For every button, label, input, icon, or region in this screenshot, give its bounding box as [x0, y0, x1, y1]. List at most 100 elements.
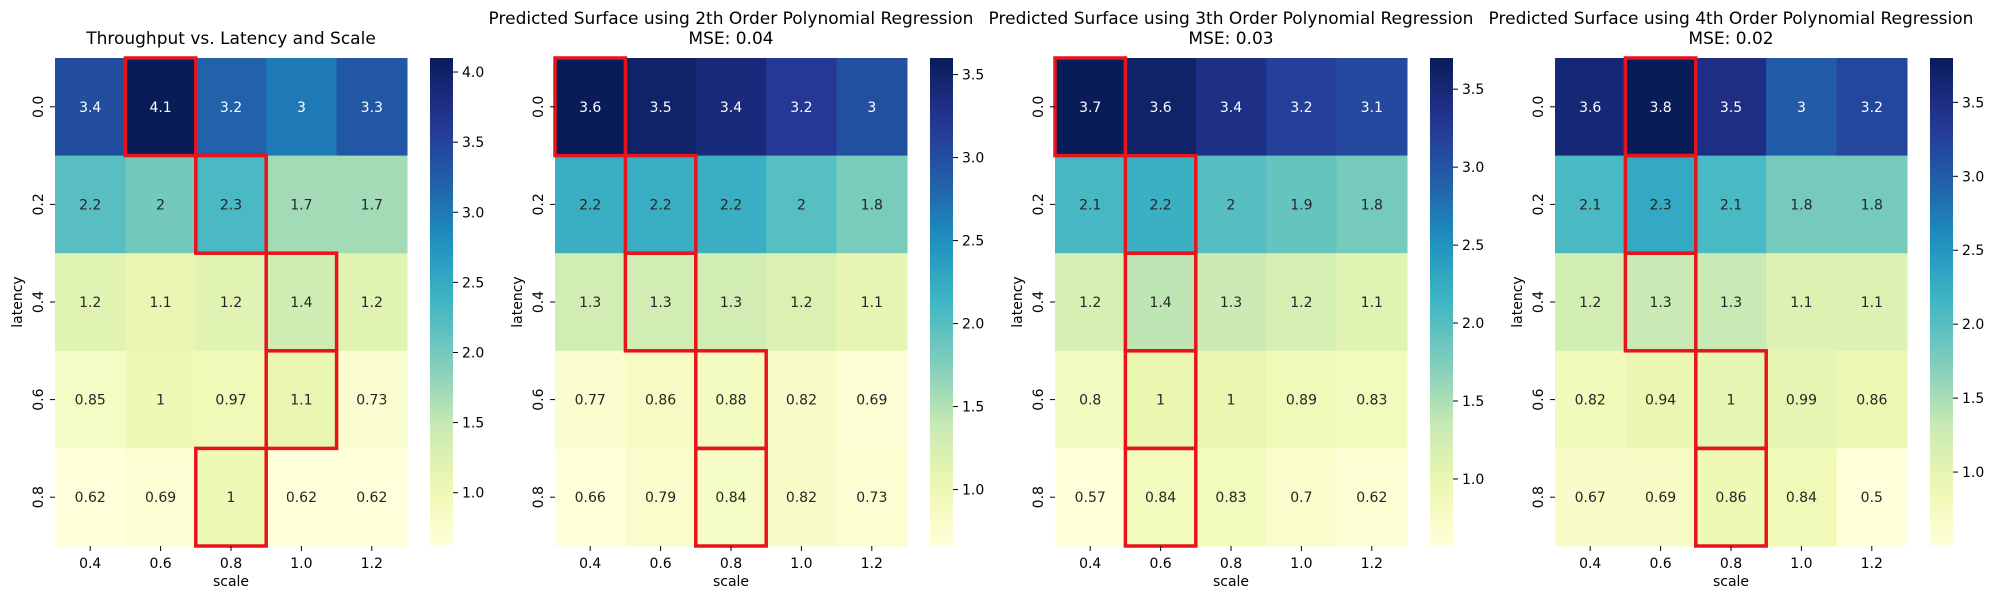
heatmap-cell [1195, 448, 1267, 547]
cell-value-label: 1.8 [1790, 197, 1812, 213]
cell-value-label: 0.77 [575, 393, 606, 409]
heatmap-cell [195, 448, 267, 547]
highlight-outline [264, 349, 339, 451]
cell-value-label: 0.7 [1290, 490, 1312, 506]
heatmap-cell [1266, 448, 1338, 547]
cell-value-label: 0.62 [356, 490, 387, 506]
y-tick-label: 0.4 [31, 291, 47, 313]
heatmap-cell [695, 58, 767, 157]
cell-value-label: 0.84 [1145, 490, 1176, 506]
cell-value-label: 3.2 [1861, 100, 1883, 116]
x-tick-label: 0.4 [1079, 556, 1101, 572]
y-tick-label: 0.8 [1031, 486, 1047, 508]
cell-value-label: 2 [797, 197, 806, 213]
x-tick-label: 0.8 [220, 556, 242, 572]
cell-value-label: 0.79 [645, 490, 676, 506]
cell-value-label: 3.1 [1361, 100, 1383, 116]
heatmap-cell [836, 58, 908, 157]
y-tick-label: 0.0 [1531, 96, 1547, 118]
colorbar-tick-label: 2.0 [962, 317, 984, 333]
heatmap-cell [1336, 58, 1408, 157]
cell-value-label: 3.6 [1149, 100, 1171, 116]
cell-value-label: 3.2 [220, 100, 242, 116]
cell-value-label: 0.89 [1286, 393, 1317, 409]
heatmap-panel-1: 3.4 4.1 3.2 3 3.3 2.2 2 2.3 1.7 1.7 1.2 1.1 1.2 1.4 1.… [10, 29, 484, 590]
cell-value-label: 0.82 [1575, 393, 1606, 409]
cell-value-label: 1.3 [1720, 295, 1742, 311]
cell-value-label: 1 [1227, 393, 1236, 409]
cell-value-label: 0.82 [786, 490, 817, 506]
colorbar-fill [1930, 58, 1953, 546]
heatmap-cell [55, 350, 126, 449]
cell-value-label: 0.57 [1075, 490, 1106, 506]
heatmap-cell [695, 155, 767, 254]
x-tick-label: 0.4 [79, 556, 101, 572]
heatmap-cell [195, 350, 267, 449]
cell-value-label: 3 [867, 100, 876, 116]
colorbar-tick-label: 1.0 [462, 486, 484, 502]
highlight-outline [123, 56, 198, 158]
cell-value-label: 1.1 [1361, 295, 1383, 311]
cell-value-label: 3.2 [790, 100, 812, 116]
cell-value-label: 0.83 [1356, 393, 1387, 409]
heatmap-cell [1836, 448, 1908, 547]
chart-subtitle: MSE: 0.02 [1688, 29, 1773, 49]
heatmap-cell [336, 58, 408, 157]
cell-value-label: 0.66 [575, 490, 606, 506]
cell-value-label: 1.4 [1149, 295, 1171, 311]
heatmap-cell [695, 253, 767, 352]
y-tick-label: 0.0 [531, 96, 547, 118]
cell-value-label: 0.67 [1575, 490, 1606, 506]
y-tick-label: 0.8 [531, 486, 547, 508]
heatmap-cell [1766, 350, 1838, 449]
heatmap-cell [195, 155, 267, 254]
heatmap-cell [1555, 155, 1626, 254]
colorbar-tick-label: 3.5 [1962, 95, 1984, 111]
heatmap-cell [625, 448, 697, 547]
colorbar-tick-label: 2.5 [962, 234, 984, 250]
y-tick-label: 0.0 [31, 96, 47, 118]
cell-value-label: 1.2 [220, 295, 242, 311]
heatmap-cell [836, 350, 908, 449]
cell-value-label: 1.2 [1579, 295, 1601, 311]
cell-value-label: 2.2 [720, 197, 742, 213]
chart-subtitle: MSE: 0.03 [1188, 29, 1273, 49]
heatmap-panel-2: 3.6 3.5 3.4 3.2 3 2.2 2.2 2.2 2 1.8 1.3 1.3 1.3 1.2 1.… [489, 9, 985, 590]
y-tick-label: 0.0 [1031, 96, 1047, 118]
colorbar-tick-label: 1.0 [1462, 472, 1484, 488]
cell-value-label: 1.8 [1361, 197, 1383, 213]
heatmap-cell [266, 58, 338, 157]
cell-value-label: 1.3 [579, 295, 601, 311]
heatmap-cell [1336, 350, 1408, 449]
cell-value-label: 3.4 [720, 100, 742, 116]
x-axis-label: scale [1713, 574, 1749, 590]
heatmap-cell [766, 448, 838, 547]
cell-value-label: 0.8 [1079, 393, 1101, 409]
cell-value-label: 0.69 [856, 393, 887, 409]
heatmap-cell [1125, 253, 1197, 352]
heatmap-cell [625, 155, 697, 254]
y-tick-label: 0.4 [1031, 291, 1047, 313]
x-tick-label: 0.4 [1579, 556, 1601, 572]
heatmap-cell [55, 155, 126, 254]
cell-value-label: 3.8 [1649, 100, 1671, 116]
cell-value-label: 2.1 [1579, 197, 1601, 213]
heatmap-cell [125, 58, 197, 157]
x-tick-label: 0.4 [579, 556, 601, 572]
cell-value-label: 3.5 [1720, 100, 1742, 116]
cell-value-label: 0.84 [715, 490, 746, 506]
heatmap-cell [1125, 58, 1197, 157]
y-tick-label: 0.4 [1531, 291, 1547, 313]
x-tick-label: 0.8 [1220, 556, 1242, 572]
x-tick-label: 1.0 [790, 556, 812, 572]
heatmap-cell [625, 253, 697, 352]
cell-value-label: 2.1 [1720, 197, 1742, 213]
cell-value-label: 0.5 [1861, 490, 1883, 506]
cell-value-label: 2.1 [1079, 197, 1101, 213]
cell-value-label: 1 [156, 393, 165, 409]
heatmap-cell [125, 155, 197, 254]
highlight-outline [623, 251, 698, 353]
heatmap-cell [336, 448, 408, 547]
heatmap-cell [1195, 155, 1267, 254]
heatmap-cell [1695, 253, 1767, 352]
